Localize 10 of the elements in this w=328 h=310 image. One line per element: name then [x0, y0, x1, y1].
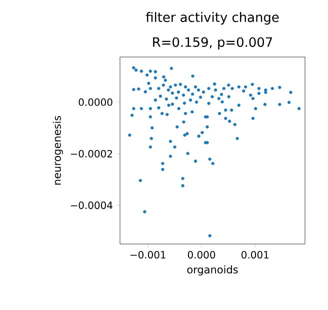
x-tick-label: 0.001 [242, 251, 268, 259]
y-axis-title: neurogenesis [52, 116, 63, 185]
x-tick-label: 0.000 [188, 251, 216, 259]
y-tick-label: 0.0000 [78, 98, 112, 106]
chart-subtitle: R=0.159, p=0.007 [153, 37, 272, 50]
y-tick-label: −0.0004 [70, 202, 112, 210]
x-axis-title: organoids [187, 265, 238, 276]
chart-title: filter activity change [146, 12, 279, 25]
y-tick-label: −0.0002 [70, 150, 112, 158]
x-tick-label: −0.001 [130, 251, 166, 259]
